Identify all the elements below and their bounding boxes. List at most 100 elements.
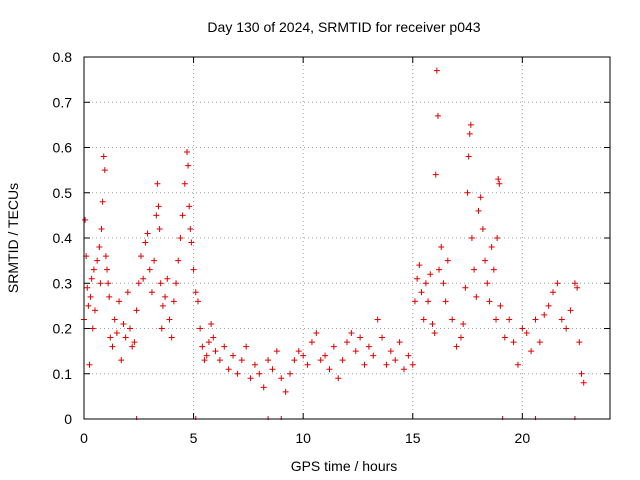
data-point [181, 180, 188, 187]
data-point [168, 334, 175, 341]
data-point [97, 280, 104, 287]
data-point [411, 298, 418, 305]
data-point [144, 230, 151, 237]
data-point [256, 370, 263, 377]
data-point [523, 330, 530, 337]
data-point [440, 280, 447, 287]
data-point [124, 289, 131, 296]
data-point [295, 348, 302, 355]
data-point [396, 339, 403, 346]
data-point [300, 352, 307, 359]
data-point [148, 289, 155, 296]
data-point [107, 334, 114, 341]
data-point [352, 348, 359, 355]
data-point [94, 257, 101, 264]
data-point [212, 348, 219, 355]
data-point [467, 121, 474, 128]
data-point [473, 293, 480, 300]
data-point [156, 225, 163, 232]
y-tick-label: 0.3 [53, 275, 73, 291]
data-point [466, 130, 473, 137]
data-point [221, 343, 228, 350]
data-point [387, 348, 394, 355]
data-point [287, 370, 294, 377]
data-point [322, 352, 329, 359]
data-point [453, 343, 460, 350]
data-point [133, 307, 140, 314]
data-point [420, 316, 427, 323]
data-point [348, 330, 355, 337]
data-point [400, 366, 407, 373]
data-point [471, 266, 478, 273]
data-point [247, 375, 254, 382]
data-point [365, 343, 372, 350]
data-point [187, 225, 194, 232]
y-axis-label: SRMTID / TECUs [5, 183, 21, 293]
data-point [186, 203, 193, 210]
data-point [105, 280, 112, 287]
data-point [159, 302, 166, 309]
data-point [379, 334, 386, 341]
data-point [230, 352, 237, 359]
x-axis-label: GPS time / hours [291, 458, 398, 474]
data-point [464, 189, 471, 196]
data-point [357, 334, 364, 341]
data-point [330, 343, 337, 350]
data-point [494, 235, 501, 241]
data-point [192, 289, 199, 296]
data-point [157, 280, 164, 287]
data-point [304, 361, 311, 368]
data-point [475, 207, 482, 214]
data-point [514, 361, 521, 368]
data-point [146, 266, 153, 273]
data-point [495, 176, 502, 183]
data-point [177, 235, 184, 241]
data-point [370, 352, 377, 359]
data-point [429, 320, 436, 327]
data-point [488, 244, 495, 251]
data-point [158, 325, 165, 332]
data-point [519, 325, 526, 332]
x-tick-label: 20 [515, 430, 531, 446]
data-point [88, 275, 95, 282]
data-point [185, 162, 192, 169]
data-point [210, 334, 217, 341]
x-tick-label: 10 [295, 430, 311, 446]
y-tick-label: 0.4 [53, 230, 73, 246]
data-point [291, 357, 298, 364]
data-point [425, 298, 432, 305]
data-point [545, 302, 552, 309]
data-point [127, 325, 134, 332]
y-tick-label: 0.8 [53, 49, 73, 65]
data-point [96, 244, 103, 251]
axis-ticks [83, 56, 610, 420]
data-point [203, 352, 210, 359]
y-tick-label: 0.2 [53, 321, 73, 337]
data-point [84, 284, 91, 291]
data-point [462, 284, 469, 291]
data-point [308, 339, 315, 346]
data-point [122, 334, 129, 341]
data-point [449, 316, 456, 323]
data-point [574, 284, 581, 291]
x-tick-label: 0 [80, 430, 88, 446]
data-point [383, 361, 390, 368]
data-point [436, 266, 443, 273]
data-point [326, 366, 333, 373]
data-point [313, 330, 320, 337]
data-point [140, 275, 147, 282]
data-point [90, 266, 97, 273]
data-point [486, 298, 493, 305]
data-point [432, 171, 439, 178]
data-point [137, 253, 144, 260]
data-point [361, 361, 368, 368]
data-point [392, 357, 399, 364]
data-point [541, 311, 548, 318]
data-point [201, 357, 208, 364]
data-point [251, 361, 258, 368]
data-point [269, 366, 276, 373]
data-point [205, 339, 212, 346]
data-point [418, 289, 425, 296]
data-point [409, 361, 416, 368]
data-point [490, 266, 497, 273]
